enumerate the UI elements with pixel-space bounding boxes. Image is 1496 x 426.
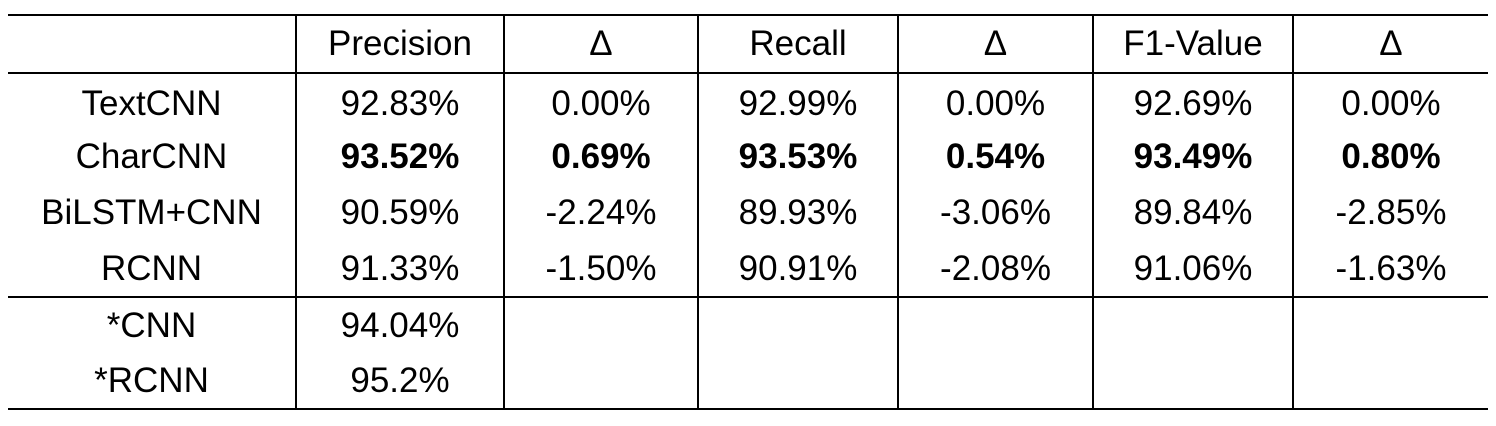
table-header: Precision Δ Recall Δ F1-Value Δ: [8, 14, 1488, 74]
precision-cell: 93.52%: [295, 129, 504, 185]
recall-delta-cell: -2.08%: [897, 241, 1093, 298]
recall-cell: [697, 297, 898, 353]
recall-cell: 92.99%: [697, 73, 898, 129]
header-f1-value: F1-Value: [1092, 14, 1293, 74]
recall-cell: [697, 353, 898, 410]
f1-cell: 92.69%: [1092, 73, 1293, 129]
header-recall-delta: Δ: [897, 14, 1093, 74]
precision-delta-cell: [503, 297, 698, 353]
model-name: *CNN: [106, 305, 197, 345]
recall-delta-cell: [897, 353, 1093, 410]
precision-cell: 90.59%: [295, 185, 504, 241]
precision-cell: 92.83%: [295, 73, 504, 129]
precision-cell: 94.04%: [295, 297, 504, 353]
table-row: TextCNN 92.83% 0.00% 92.99% 0.00% 92.69%…: [8, 73, 1488, 129]
header-f1-delta: Δ: [1292, 14, 1488, 74]
header-row: Precision Δ Recall Δ F1-Value Δ: [8, 14, 1488, 74]
model-name: TextCNN: [81, 83, 222, 123]
table-row: RCNN 91.33% -1.50% 90.91% -2.08% 91.06% …: [8, 241, 1488, 298]
f1-delta-cell: [1292, 353, 1488, 410]
f1-delta-cell: [1292, 297, 1488, 353]
baseline-rows: TextCNN 92.83% 0.00% 92.99% 0.00% 92.69%…: [8, 73, 1488, 298]
table-row: CharCNN 93.52% 0.69% 93.53% 0.54% 93.49%…: [8, 129, 1488, 185]
f1-delta-cell: -2.85%: [1292, 185, 1488, 241]
precision-delta-cell: [503, 353, 698, 410]
f1-cell: [1092, 297, 1293, 353]
f1-cell: 91.06%: [1092, 241, 1293, 298]
f1-delta-cell: -1.63%: [1292, 241, 1488, 298]
header-precision-delta: Δ: [503, 14, 698, 74]
recall-delta-cell: -3.06%: [897, 185, 1093, 241]
recall-delta-cell: [897, 297, 1093, 353]
results-table: Precision Δ Recall Δ F1-Value Δ TextCNN …: [8, 14, 1488, 410]
precision-delta-cell: 0.00%: [503, 73, 698, 129]
precision-delta-cell: 0.69%: [503, 129, 698, 185]
recall-cell: 90.91%: [697, 241, 898, 298]
recall-delta-cell: 0.00%: [897, 73, 1093, 129]
header-recall: Recall: [697, 14, 898, 74]
table-row: BiLSTM+CNN 90.59% -2.24% 89.93% -3.06% 8…: [8, 185, 1488, 241]
model-name: *RCNN: [8, 353, 296, 410]
f1-cell: [1092, 353, 1293, 410]
recall-cell: 89.93%: [697, 185, 898, 241]
table-row: *RCNN 95.2%: [8, 353, 1488, 410]
recall-cell: 93.53%: [697, 129, 898, 185]
precision-cell: 95.2%: [295, 353, 504, 410]
model-name: BiLSTM+CNN: [41, 193, 262, 232]
header-precision: Precision: [295, 14, 504, 74]
precision-delta-cell: -2.24%: [503, 185, 698, 241]
f1-cell: 93.49%: [1092, 129, 1293, 185]
model-name: CharCNN: [75, 137, 228, 176]
starred-rows: *CNN 94.04% *RCNN 95.2%: [8, 297, 1488, 410]
precision-delta-cell: -1.50%: [503, 241, 698, 298]
f1-delta-cell: 0.00%: [1292, 73, 1488, 129]
f1-delta-cell: 0.80%: [1292, 129, 1488, 185]
recall-delta-cell: 0.54%: [897, 129, 1093, 185]
model-name: RCNN: [8, 241, 296, 298]
precision-cell: 91.33%: [295, 241, 504, 298]
header-model: [8, 14, 296, 74]
table-row: *CNN 94.04%: [8, 297, 1488, 353]
f1-cell: 89.84%: [1092, 185, 1293, 241]
